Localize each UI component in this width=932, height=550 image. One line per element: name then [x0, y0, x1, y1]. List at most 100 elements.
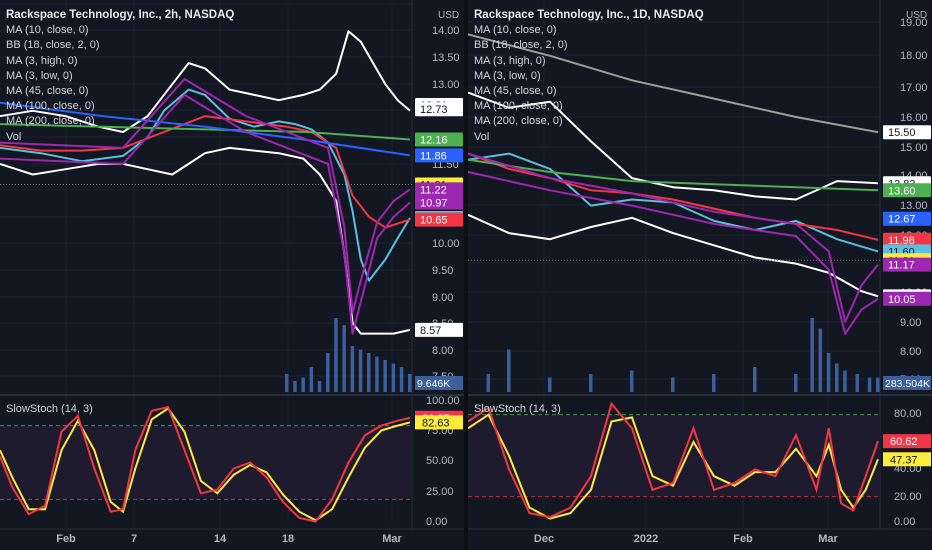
price-tag: 10.97 [415, 195, 463, 210]
currency-label: USD [906, 10, 927, 21]
volume-bar [810, 318, 814, 392]
volume-tag-bg [883, 376, 931, 390]
price-tag-bg [883, 232, 931, 247]
stoch-label[interactable]: SlowStoch (14, 3) [474, 403, 561, 415]
chart-canvas-1d[interactable]: 19.0018.0017.0016.0015.0014.0013.0012.00… [468, 0, 932, 550]
indicator-label[interactable]: MA (200, close, 0) [474, 115, 563, 128]
price-tag-bg [415, 212, 463, 227]
series-line [468, 33, 879, 134]
chart-pane-1d[interactable]: 19.0018.0017.0016.0015.0014.0013.0012.00… [468, 0, 932, 550]
indicator-label[interactable]: Vol [474, 130, 490, 143]
volume-bar [317, 381, 322, 392]
volume-tag-label: 9.646K [417, 378, 450, 390]
volume-bar [753, 367, 757, 392]
volume-tag-label: 283.504K [885, 378, 930, 390]
price-tick-label: 8.00 [900, 346, 921, 358]
indicator-label[interactable]: MA (10, close, 0) [474, 24, 557, 37]
stoch-tick-label: 100.00 [426, 395, 460, 407]
chart-pane-2h[interactable]: 14.0013.5013.0012.5012.0011.5011.0010.50… [0, 0, 464, 550]
price-tick-label: 10.00 [432, 238, 460, 250]
price-tag-label: 12.67 [888, 214, 916, 226]
volume-bar [855, 374, 859, 392]
volume-bar [712, 374, 716, 392]
chart-title[interactable]: Rackspace Technology, Inc., 1D, NASDAQ [474, 9, 704, 21]
volume-bar [326, 353, 330, 392]
price-tick-label: 18.00 [900, 50, 928, 62]
volume-bar [408, 374, 412, 392]
price-tag-label: 11.22 [420, 184, 447, 196]
indicator-label[interactable]: MA (3, low, 0) [474, 69, 541, 82]
time-tick-label: Feb [56, 533, 76, 545]
currency-label: USD [438, 10, 459, 21]
series-line [0, 30, 411, 133]
indicator-label[interactable]: MA (200, close, 0) [6, 115, 95, 128]
price-tag-label: 13.60 [888, 185, 916, 197]
stoch-tick-label: 20.00 [894, 491, 922, 503]
stoch-tick-label: 0.00 [894, 516, 915, 528]
price-tag-label: 8.57 [420, 325, 441, 337]
indicator-label[interactable]: Vol [6, 130, 22, 143]
chart-canvas-2h[interactable]: 14.0013.5013.0012.5012.0011.5011.0010.50… [0, 0, 464, 550]
indicator-label[interactable]: MA (3, high, 0) [474, 54, 546, 67]
time-tick-label: 2022 [634, 533, 658, 545]
stoch-tick-label: 25.00 [426, 486, 454, 498]
price-tag: 12.16 [415, 132, 463, 147]
indicator-label[interactable]: BB (18, close, 2, 0) [474, 39, 568, 52]
price-tag: 15.50 [883, 125, 931, 139]
volume-bar [867, 377, 872, 392]
price-tag-bg [883, 211, 931, 226]
price-tag-bg [415, 132, 463, 147]
series-line [0, 146, 411, 335]
series-line [0, 123, 411, 141]
series-line [0, 101, 411, 157]
series-line [468, 152, 879, 323]
price-tick-label: 9.00 [900, 317, 921, 329]
price-tick-label: 17.00 [900, 82, 928, 94]
volume-bar [301, 377, 305, 392]
series-line [468, 171, 879, 335]
volume-bar [309, 367, 314, 392]
price-tick-label: 9.00 [432, 292, 453, 304]
price-tick-label: 19.00 [900, 17, 928, 29]
stoch-tick-label: 50.00 [426, 455, 454, 467]
indicator-label[interactable]: MA (100, close, 0) [474, 100, 563, 113]
price-tag-label: 11.17 [888, 260, 915, 272]
price-tick-label: 9.50 [432, 265, 453, 277]
time-tick-label: Dec [534, 533, 554, 545]
price-tag: 12.67 [883, 211, 931, 226]
indicator-label[interactable]: MA (100, close, 0) [6, 100, 95, 113]
indicator-label[interactable]: MA (3, high, 0) [6, 54, 78, 67]
stoch-label[interactable]: SlowStoch (14, 3) [6, 403, 93, 415]
chart-title[interactable]: Rackspace Technology, Inc., 2h, NASDAQ [6, 9, 235, 21]
series-line [0, 78, 411, 314]
volume-bar [391, 363, 396, 392]
stoch-band [0, 425, 412, 500]
legend-2h: Rackspace Technology, Inc., 2h, NASDAQ M… [6, 8, 234, 145]
volume-bar [375, 356, 379, 392]
price-tick-label: 15.00 [900, 142, 928, 154]
volume-bar [367, 353, 371, 392]
price-tag-label: 12.16 [420, 134, 448, 146]
volume-bar [285, 374, 289, 392]
volume-bar [876, 377, 880, 392]
stoch-tag-bg [883, 434, 931, 449]
indicator-label[interactable]: MA (45, close, 0) [6, 85, 89, 98]
volume-bar [671, 377, 675, 392]
indicator-label[interactable]: MA (45, close, 0) [474, 85, 557, 98]
time-tick-label: Mar [818, 533, 838, 545]
time-tick-label: Mar [382, 533, 402, 545]
volume-bar [342, 325, 346, 392]
pane-divider[interactable] [464, 0, 468, 550]
volume-bar [794, 374, 798, 392]
indicator-label[interactable]: MA (10, close, 0) [6, 24, 89, 37]
price-tag-label: 11.86 [420, 150, 447, 162]
stoch-k-line [0, 405, 411, 523]
price-tick-label: 14.00 [432, 25, 460, 37]
price-tag: 11.86 [415, 148, 463, 163]
price-tag-bg [883, 291, 931, 306]
indicator-label[interactable]: MA (3, low, 0) [6, 69, 73, 82]
indicator-label[interactable]: BB (18, close, 2, 0) [6, 39, 100, 52]
time-tick-label: 7 [131, 533, 137, 545]
price-tag: 11.17 [883, 257, 931, 272]
stoch-tag-label: 60.62 [890, 436, 918, 448]
